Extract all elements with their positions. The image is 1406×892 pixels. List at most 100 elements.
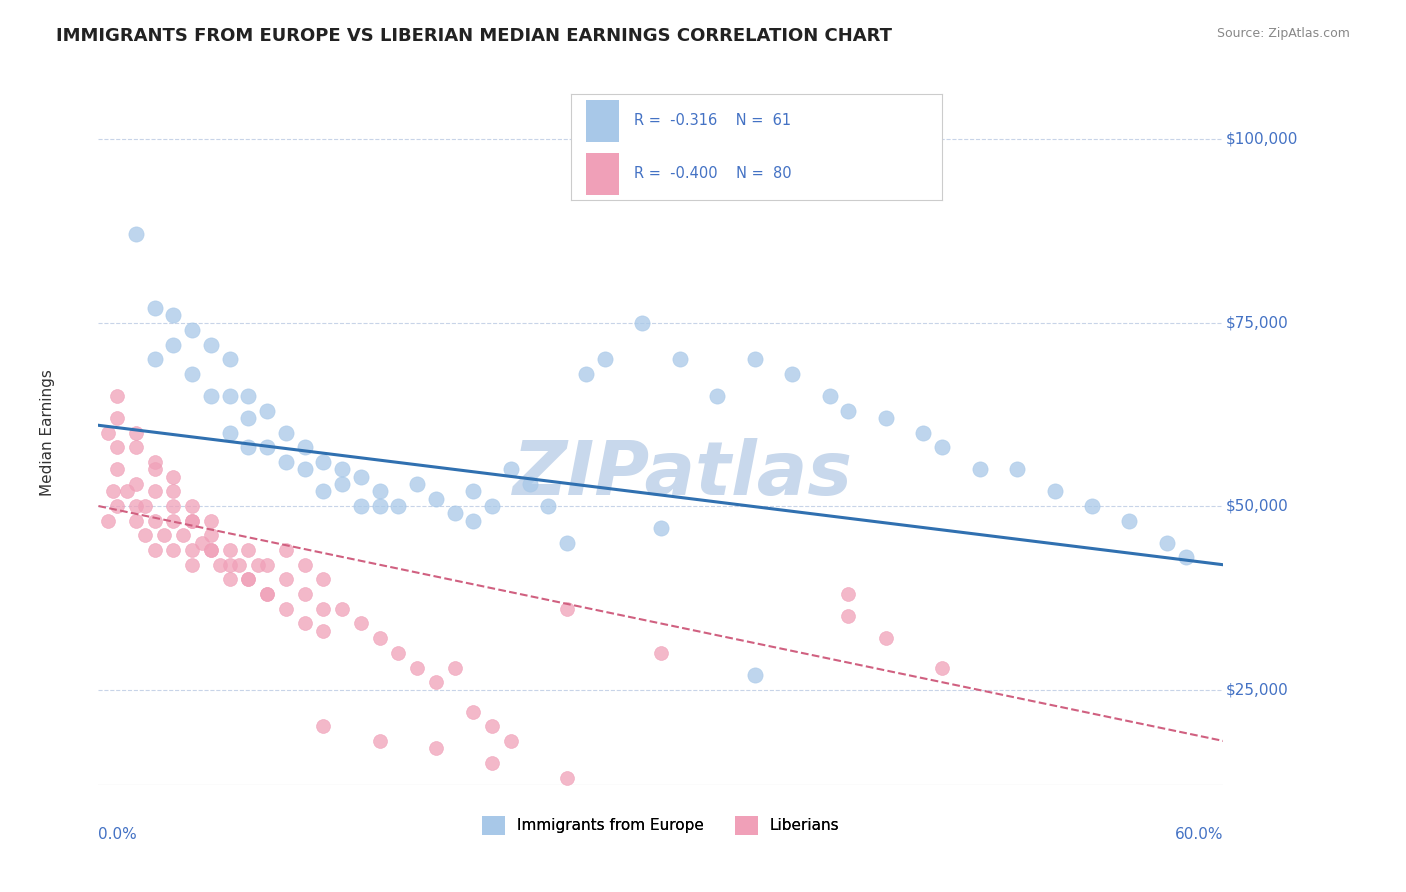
- Point: [256, 403, 278, 417]
- Point: [744, 668, 766, 682]
- Point: [105, 462, 128, 476]
- Point: [274, 543, 297, 558]
- Point: [162, 469, 184, 483]
- Point: [555, 535, 578, 549]
- Point: [181, 543, 204, 558]
- Point: [256, 587, 278, 601]
- Point: [312, 455, 335, 469]
- Point: [125, 499, 148, 513]
- Text: 60.0%: 60.0%: [1175, 827, 1223, 842]
- Point: [668, 352, 690, 367]
- Point: [134, 528, 156, 542]
- Point: [294, 558, 316, 572]
- Point: [406, 477, 429, 491]
- Point: [274, 425, 297, 440]
- Point: [706, 389, 728, 403]
- Point: [105, 499, 128, 513]
- Point: [837, 403, 859, 417]
- Point: [537, 499, 560, 513]
- Point: [143, 462, 166, 476]
- Point: [256, 440, 278, 454]
- Point: [162, 337, 184, 351]
- Point: [969, 462, 991, 476]
- Point: [143, 352, 166, 367]
- Point: [162, 499, 184, 513]
- Point: [238, 573, 260, 587]
- Point: [218, 389, 240, 403]
- Point: [593, 352, 616, 367]
- Point: [238, 543, 260, 558]
- Legend: Immigrants from Europe, Liberians: Immigrants from Europe, Liberians: [477, 810, 845, 841]
- Point: [330, 462, 353, 476]
- Point: [387, 646, 409, 660]
- Point: [294, 587, 316, 601]
- Point: [330, 477, 353, 491]
- Point: [350, 469, 373, 483]
- Point: [912, 425, 935, 440]
- Point: [875, 411, 897, 425]
- Point: [931, 440, 953, 454]
- Point: [162, 308, 184, 322]
- Point: [115, 484, 138, 499]
- Point: [125, 440, 148, 454]
- Point: [312, 573, 335, 587]
- Point: [875, 631, 897, 645]
- Point: [443, 660, 465, 674]
- Point: [350, 499, 373, 513]
- Point: [274, 455, 297, 469]
- Point: [134, 499, 156, 513]
- Text: Source: ZipAtlas.com: Source: ZipAtlas.com: [1216, 27, 1350, 40]
- Point: [312, 484, 335, 499]
- Point: [218, 543, 240, 558]
- Point: [463, 514, 485, 528]
- Point: [105, 440, 128, 454]
- Point: [162, 543, 184, 558]
- Point: [181, 323, 204, 337]
- Point: [143, 455, 166, 469]
- Point: [350, 616, 373, 631]
- Point: [246, 558, 269, 572]
- Point: [143, 514, 166, 528]
- Point: [1043, 484, 1066, 499]
- Point: [294, 462, 316, 476]
- Point: [200, 543, 222, 558]
- Point: [406, 660, 429, 674]
- Point: [481, 719, 503, 733]
- Point: [499, 462, 522, 476]
- Point: [312, 719, 335, 733]
- Point: [294, 616, 316, 631]
- Point: [238, 440, 260, 454]
- Point: [837, 609, 859, 624]
- Point: [818, 389, 841, 403]
- Point: [443, 507, 465, 521]
- Point: [1174, 550, 1197, 565]
- Point: [162, 484, 184, 499]
- Point: [200, 543, 222, 558]
- Point: [425, 741, 447, 756]
- Point: [200, 389, 222, 403]
- Point: [218, 558, 240, 572]
- Point: [425, 491, 447, 506]
- Point: [481, 499, 503, 513]
- Point: [125, 477, 148, 491]
- Point: [780, 367, 803, 381]
- Point: [218, 352, 240, 367]
- Point: [181, 514, 204, 528]
- Point: [200, 514, 222, 528]
- Point: [97, 425, 120, 440]
- Point: [368, 484, 391, 499]
- Point: [631, 316, 654, 330]
- Point: [172, 528, 194, 542]
- Point: [162, 514, 184, 528]
- Point: [368, 631, 391, 645]
- Text: 0.0%: 0.0%: [98, 827, 138, 842]
- Point: [1081, 499, 1104, 513]
- Point: [125, 514, 148, 528]
- Text: Median Earnings: Median Earnings: [41, 369, 55, 496]
- Text: $100,000: $100,000: [1226, 131, 1298, 146]
- Point: [97, 514, 120, 528]
- Point: [1118, 514, 1140, 528]
- Point: [181, 558, 204, 572]
- Point: [200, 337, 222, 351]
- Text: $75,000: $75,000: [1226, 315, 1288, 330]
